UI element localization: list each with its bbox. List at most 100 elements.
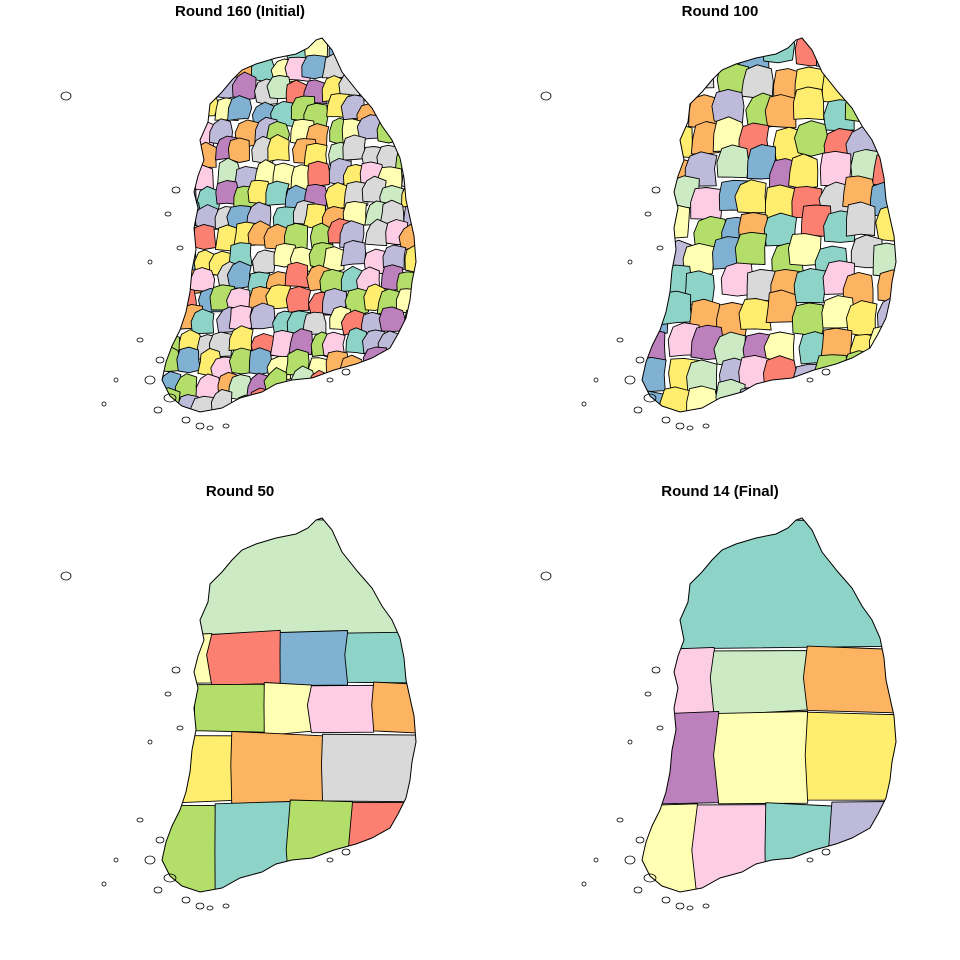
map-region bbox=[642, 298, 669, 335]
map-region bbox=[802, 645, 896, 714]
island bbox=[153, 406, 163, 414]
map-region bbox=[845, 201, 876, 237]
map-region bbox=[162, 71, 188, 99]
map-region bbox=[162, 387, 181, 412]
map-region bbox=[642, 390, 664, 412]
island bbox=[222, 903, 230, 909]
map-region bbox=[228, 38, 252, 62]
map-region bbox=[162, 52, 178, 79]
map-region bbox=[194, 141, 218, 168]
island bbox=[616, 337, 624, 343]
map-region bbox=[868, 325, 896, 359]
map-region bbox=[793, 268, 827, 304]
island bbox=[341, 848, 351, 856]
island bbox=[624, 375, 636, 385]
island bbox=[633, 886, 643, 894]
island bbox=[206, 425, 214, 431]
island bbox=[206, 905, 214, 911]
island bbox=[702, 423, 710, 429]
map-region bbox=[171, 138, 197, 165]
island bbox=[627, 259, 633, 265]
island bbox=[581, 401, 587, 407]
region-map bbox=[60, 517, 417, 911]
map-region bbox=[403, 76, 416, 102]
map-region bbox=[383, 75, 406, 100]
map-region bbox=[642, 66, 673, 102]
map-region bbox=[344, 631, 416, 684]
map-region bbox=[871, 150, 896, 187]
regions-group bbox=[162, 38, 416, 412]
map-region bbox=[324, 376, 349, 405]
map-region bbox=[252, 249, 276, 274]
region-map bbox=[540, 37, 897, 431]
map-region bbox=[364, 54, 387, 82]
map-region bbox=[401, 97, 416, 123]
map-region bbox=[709, 650, 812, 716]
map-region bbox=[340, 240, 366, 267]
island bbox=[644, 691, 652, 697]
map-region bbox=[642, 117, 674, 154]
map-region bbox=[194, 71, 218, 98]
map-region bbox=[385, 38, 410, 62]
map-region bbox=[265, 395, 291, 412]
map-region bbox=[162, 684, 199, 735]
map-region bbox=[162, 202, 182, 231]
map-region bbox=[193, 223, 217, 250]
map-region bbox=[364, 218, 390, 247]
island bbox=[821, 368, 831, 376]
map-region bbox=[686, 385, 719, 412]
map-region bbox=[376, 91, 401, 120]
map-region bbox=[206, 629, 283, 686]
map-region bbox=[691, 804, 768, 892]
map-region bbox=[791, 302, 826, 336]
map-region bbox=[396, 368, 416, 397]
map-region bbox=[194, 683, 266, 733]
region-map bbox=[540, 517, 897, 911]
map-region bbox=[249, 302, 276, 330]
map-region bbox=[839, 38, 872, 63]
map-region bbox=[322, 246, 346, 273]
map-region bbox=[177, 81, 202, 107]
coastline bbox=[641, 37, 897, 413]
map-region bbox=[662, 123, 693, 159]
map-region bbox=[336, 392, 363, 412]
map-region bbox=[284, 261, 310, 289]
map-region bbox=[642, 518, 896, 650]
map-region bbox=[263, 38, 291, 56]
map-region bbox=[214, 801, 294, 892]
map-region bbox=[371, 681, 416, 735]
map-region bbox=[289, 397, 316, 412]
island bbox=[341, 368, 351, 376]
map-region bbox=[814, 354, 849, 387]
map-region bbox=[344, 287, 371, 316]
map-region bbox=[285, 799, 357, 892]
map-region bbox=[162, 292, 182, 320]
map-region bbox=[870, 38, 896, 66]
map-region bbox=[820, 386, 853, 412]
island bbox=[171, 666, 181, 674]
map-panel-round-50: Round 50 bbox=[0, 480, 480, 960]
map-region bbox=[795, 383, 828, 412]
panel-title: Round 160 (Initial) bbox=[174, 3, 305, 20]
map-region bbox=[850, 58, 884, 94]
coastline bbox=[161, 37, 417, 413]
map-region bbox=[642, 38, 666, 66]
island bbox=[155, 836, 165, 844]
map-region bbox=[179, 102, 204, 128]
island bbox=[163, 393, 177, 403]
map-region bbox=[249, 387, 272, 412]
map-region bbox=[711, 38, 742, 68]
map-region bbox=[642, 710, 721, 805]
map-region bbox=[162, 735, 238, 805]
island bbox=[326, 377, 334, 383]
map-region bbox=[763, 355, 798, 391]
map-region bbox=[384, 51, 410, 77]
coastline bbox=[641, 517, 897, 893]
map-region bbox=[190, 38, 216, 60]
map-region bbox=[359, 373, 385, 399]
map-region bbox=[398, 354, 416, 382]
map-region bbox=[394, 144, 416, 171]
map-region bbox=[849, 333, 883, 369]
map-region bbox=[682, 242, 715, 275]
island bbox=[635, 836, 645, 844]
